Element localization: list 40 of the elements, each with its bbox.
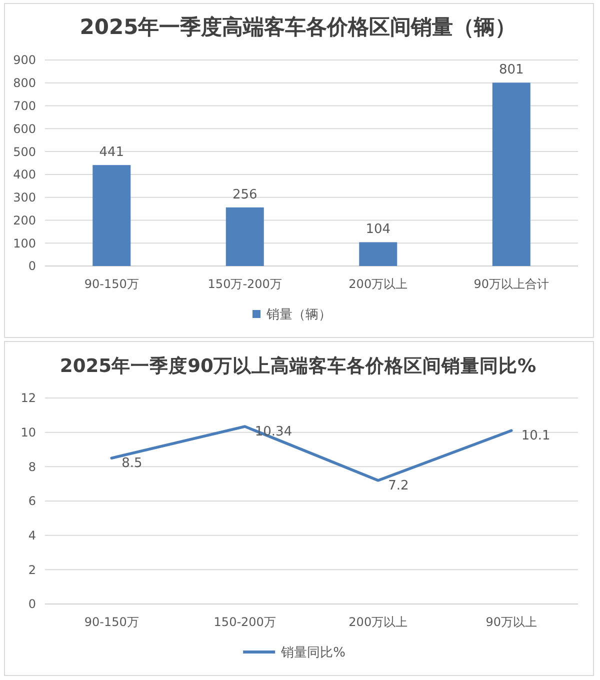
- legend-label: 销量同比%: [280, 646, 346, 661]
- y-tick-label: 900: [13, 53, 36, 68]
- bar: [92, 165, 131, 266]
- data-label: 801: [498, 62, 524, 78]
- y-tick-label: 500: [13, 144, 36, 159]
- y-tick-label: 200: [13, 213, 36, 228]
- y-tick-label: 0: [28, 597, 36, 612]
- y-tick-label: 300: [13, 190, 36, 205]
- data-label: 7.2: [388, 478, 409, 494]
- data-label: 104: [366, 222, 391, 238]
- x-tick-label: 90万以上: [486, 615, 538, 629]
- bar: [359, 242, 398, 266]
- data-label: 10.1: [521, 428, 550, 444]
- x-tick-label: 200万以上: [348, 615, 408, 629]
- y-tick-label: 800: [13, 76, 36, 90]
- y-tick-label: 100: [13, 236, 36, 250]
- y-tick-label: 0: [28, 259, 36, 274]
- y-tick-label: 2: [28, 562, 36, 577]
- y-tick-label: 600: [13, 122, 36, 136]
- x-tick-label: 150-200万: [214, 615, 276, 629]
- y-tick-label: 700: [13, 98, 36, 113]
- legend-label: 销量（辆）: [266, 308, 332, 323]
- x-tick-label: 90-150万: [84, 615, 139, 629]
- bar: [492, 82, 530, 266]
- y-tick-label: 400: [13, 168, 36, 182]
- y-tick-label: 6: [28, 494, 36, 508]
- y-tick-label: 10: [20, 426, 36, 440]
- data-label: 256: [232, 187, 258, 202]
- data-label: 8.5: [122, 456, 142, 472]
- data-label: 441: [99, 145, 124, 160]
- x-tick-label: 200万以上: [348, 277, 408, 291]
- x-tick-label: 90万以上合计: [474, 277, 550, 291]
- y-tick-label: 4: [28, 528, 36, 543]
- x-tick-label: 90-150万: [84, 277, 139, 291]
- y-tick-label: 8: [28, 460, 36, 474]
- chart-title: 2025年一季度高端客车各价格区间销量（辆）: [80, 15, 516, 39]
- x-tick-label: 150万-200万: [208, 277, 282, 291]
- bar: [226, 207, 264, 266]
- y-tick-label: 12: [20, 391, 36, 406]
- chart-title: 2025年一季度90万以上高端客车各价格区间销量同比%: [60, 355, 536, 377]
